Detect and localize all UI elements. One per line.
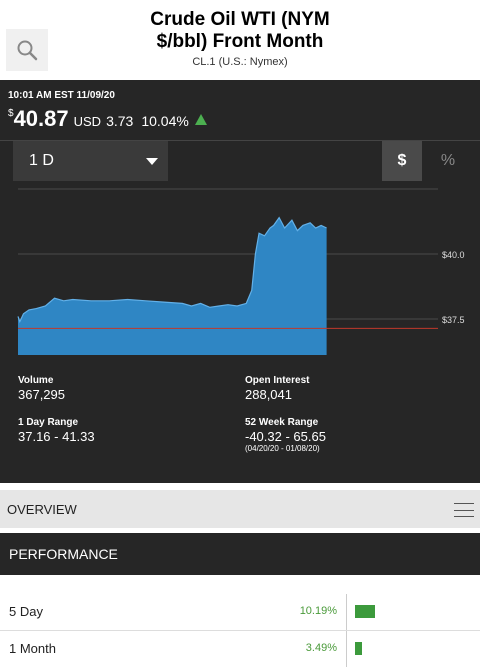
week52-range-value: -40.32 - 65.65: [245, 429, 326, 444]
week52-range-stat: 52 Week Range -40.32 - 65.65 (04/20/20 -…: [245, 417, 326, 453]
quote-header: Crude Oil WTI (NYM $/bbl) Front Month CL…: [0, 0, 480, 80]
page-title: Crude Oil WTI (NYM $/bbl) Front Month: [0, 9, 480, 53]
y-tick-label: $40.0: [442, 250, 465, 260]
search-button[interactable]: [6, 29, 48, 71]
time-range-value: 1 D: [29, 152, 54, 169]
price-currency: USD: [73, 114, 102, 129]
performance-divider: [346, 594, 347, 630]
quote-panel: 10:01 AM EST 11/09/20 $ 40.87 USD 3.73 1…: [0, 80, 480, 483]
performance-row-value: 10.19%: [299, 605, 337, 617]
open-interest-label: Open Interest: [245, 375, 310, 386]
performance-header: PERFORMANCE: [0, 533, 480, 575]
day-range-label: 1 Day Range: [18, 417, 79, 428]
last-price: 40.87: [13, 106, 69, 131]
volume-label: Volume: [18, 375, 54, 386]
performance-divider: [346, 631, 347, 667]
divider: [0, 140, 480, 141]
performance-row-label: 1 Month: [9, 641, 56, 656]
price-chart[interactable]: $40.0$37.5$35.06..8 pm10 pmNov 92 am4 am…: [0, 185, 480, 355]
price-row: $ 40.87 USD 3.73 10.04%: [8, 106, 207, 132]
volume-value: 367,295: [18, 387, 65, 402]
performance-bar: [355, 642, 362, 655]
search-icon: [17, 40, 38, 61]
chevron-down-icon: [146, 158, 158, 165]
price-change-percent: 10.04%: [141, 113, 189, 129]
y-tick-label: $37.5: [442, 315, 465, 325]
time-range-dropdown[interactable]: 1 D: [13, 141, 168, 181]
overview-label: OVERVIEW: [7, 501, 77, 517]
title-line-2: $/bbl) Front Month: [156, 31, 324, 52]
open-interest-value: 288,041: [245, 387, 292, 402]
quote-timestamp: 10:01 AM EST 11/09/20: [8, 90, 115, 101]
open-interest-stat: Open Interest 288,041: [245, 375, 309, 402]
row-divider: [0, 630, 480, 631]
price-area: [18, 217, 327, 355]
dollar-toggle-button[interactable]: $: [382, 141, 422, 181]
week52-range-label: 52 Week Range: [245, 417, 319, 428]
week52-range-dates: (04/20/20 - 01/08/20): [245, 444, 320, 453]
percent-toggle-button[interactable]: %: [440, 152, 456, 169]
performance-row: 5 Day 10.19%: [0, 594, 480, 630]
performance-row: 1 Month 3.49%: [0, 631, 480, 667]
price-line: [17, 216, 327, 324]
title-line-1: Crude Oil WTI (NYM: [150, 9, 330, 30]
overview-bar[interactable]: OVERVIEW: [0, 490, 480, 528]
performance-bar: [355, 605, 375, 618]
volume-stat: Volume 367,295: [18, 375, 65, 402]
price-currency-symbol: $: [8, 108, 14, 119]
day-range-stat: 1 Day Range 37.16 - 41.33: [18, 417, 95, 444]
day-range-value: 37.16 - 41.33: [18, 429, 95, 444]
performance-row-value: 3.49%: [305, 642, 337, 654]
price-change: 3.73: [106, 113, 134, 129]
menu-icon[interactable]: [454, 503, 474, 517]
up-arrow-icon: [194, 113, 207, 125]
performance-row-label: 5 Day: [9, 604, 43, 619]
symbol-subtitle: CL.1 (U.S.: Nymex): [192, 56, 288, 68]
